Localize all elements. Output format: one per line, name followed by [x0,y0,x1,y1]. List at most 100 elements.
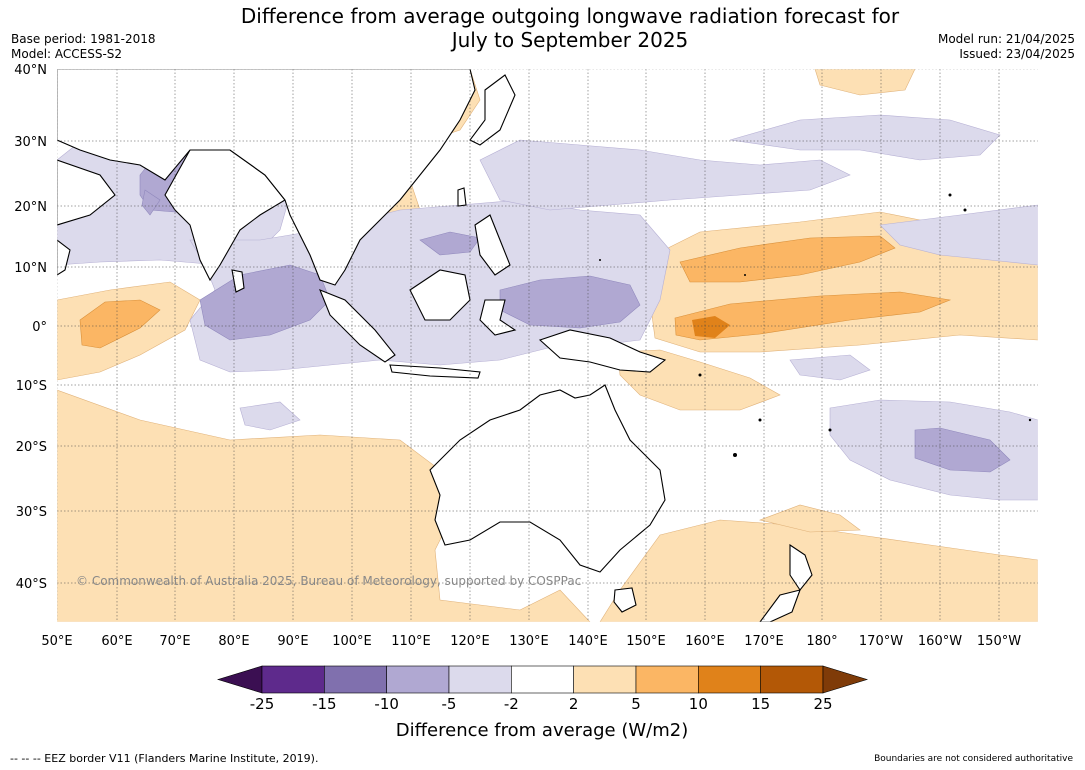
meta-right: Model run: 21/04/2025 Issued: 23/04/2025 [938,32,1075,62]
longitude-label: 160°W [918,634,962,649]
longitude-label: 170°W [859,634,903,649]
colorbar-tick-label: 5 [631,695,641,713]
map-title: Difference from average outgoing longwav… [0,4,1085,52]
land-new-zealand-north [789,543,813,591]
colorbar-tick-label: 2 [569,695,579,713]
colorbar-segment [573,665,637,694]
longitude-label: 150°E [626,634,666,649]
longitude-label: 180° [806,634,837,649]
land-japan [469,74,516,146]
island-hawaii [948,193,952,197]
colorbar-segment [386,665,450,694]
anomaly-orange-south-pacific [599,519,1038,622]
longitude-label: 70°E [159,634,190,649]
land-java [389,364,481,379]
anomaly-purple-south-china-sea [419,231,481,256]
longitude-label: 50°E [41,634,72,649]
island-new-caledonia [733,453,737,457]
longitude-label: 130°E [509,634,549,649]
land-sri-lanka [231,269,245,293]
latitude-label: 20°S [16,440,47,455]
anomaly-orange-pacific-core-north [679,235,896,283]
land-mainland-asia [57,69,476,286]
latitude-label: 10°S [16,379,47,394]
land-new-zealand-south [759,589,801,622]
longitude-label: 90°E [277,634,308,649]
longitude-label: 120°E [450,634,490,649]
map-gridlines [57,69,1038,622]
island-marshall [744,274,746,276]
meta-left: Base period: 1981-2018 Model: ACCESS-S2 [11,32,156,62]
base-period: Base period: 1981-2018 [11,32,156,46]
latitude-label: 10°N [14,261,47,276]
longitude-label: 140°E [568,634,608,649]
latitude-label: 20°N [14,200,47,215]
anomaly-orange-equator-core [692,316,730,338]
land-australia [429,384,666,573]
colorbar: -25 -15 -10 -5 -2 2 5 10 15 25 [216,665,869,713]
land-philippines [474,214,511,276]
island-dots [599,193,1032,457]
anomaly-lavender-southwest-pacific [789,354,871,381]
footer-eez-note: -- -- -- EEZ border V11 (Flanders Marine… [10,752,319,765]
colorbar-tick-label: -10 [374,695,399,713]
copyright-notice: © Commonwealth of Australia 2025, Bureau… [76,574,581,588]
anomaly-orange-indian-core [79,299,161,349]
anomaly-lavender-east-pacific [879,204,1038,266]
colorbar-segment [261,665,325,694]
anomaly-purple-arabia [141,189,161,216]
map-title-line2: July to September 2025 [451,28,689,52]
colorbar-segment [635,665,699,694]
longitude-label: 80°E [218,634,249,649]
anomaly-orange-north-pacific [814,69,916,96]
colorbar-tick-label: -15 [312,695,337,713]
longitude-label: 170°E [744,634,784,649]
land-new-guinea [538,329,667,373]
footer-boundaries-note: Boundaries are not considered authoritat… [874,754,1073,764]
colorbar-tick-label: -25 [250,695,275,713]
anomaly-purple-indonesia [499,275,641,329]
anomaly-lavender-south-indian [239,401,301,431]
model-run: Model run: 21/04/2025 [937,32,1075,46]
latitude-label: 0° [32,320,47,335]
colorbar-segment [511,665,574,694]
anomaly-lavender-subtropical-pacific [729,114,1001,161]
land-arabia [57,159,116,226]
colorbar-segment [448,665,512,694]
land-tasmania [613,587,637,613]
anomaly-purple-south-pacific-core [914,427,1011,473]
island-micronesia [599,259,601,261]
latitude-label: 30°S [16,505,47,520]
latitude-label: 30°N [14,135,47,150]
map-frame [56,68,1039,623]
model-name: Model: ACCESS-S2 [11,47,123,61]
island-solomon [698,373,702,377]
land-africa-horn [57,239,71,276]
anomaly-lavender-north-pacific [479,139,851,211]
colorbar-segment [324,665,387,694]
island-polynesia [1028,418,1032,422]
longitude-labels: 50°E 60°E 70°E 80°E 90°E 100°E 110°E 120°E 130°E… [41,634,1021,649]
latitude-label: 40°N [14,63,47,78]
map-plot-area: © Commonwealth of Australia 2025, Bureau… [57,69,1038,622]
longitude-label: 150°W [977,634,1021,649]
land-sumatra [319,289,396,363]
anomaly-purple-bay-of-bengal [199,264,331,341]
colorbar-extend-high [822,665,869,694]
colorbar-tick-label: -2 [504,695,519,713]
colorbar-segment [698,665,761,694]
colorbar-tick-label: 25 [813,695,832,713]
colorbar-tick-label: 15 [751,695,770,713]
longitude-label: 100°E [332,634,372,649]
island-hawaii-2 [963,208,967,212]
latitude-label: 40°S [16,577,47,592]
issued-date: Issued: 23/04/2025 [959,47,1075,61]
map-title-line1: Difference from average outgoing longwav… [240,4,900,28]
island-fiji [828,428,832,432]
latitude-labels: 40°N 30°N 20°N 10°N 0° 10°S 20°S 30°S 40°S [14,63,47,592]
colorbar-segment [760,665,824,694]
colorbar-extend-low [216,665,263,694]
land-outlines [57,69,813,622]
longitude-label: 110°E [391,634,431,649]
